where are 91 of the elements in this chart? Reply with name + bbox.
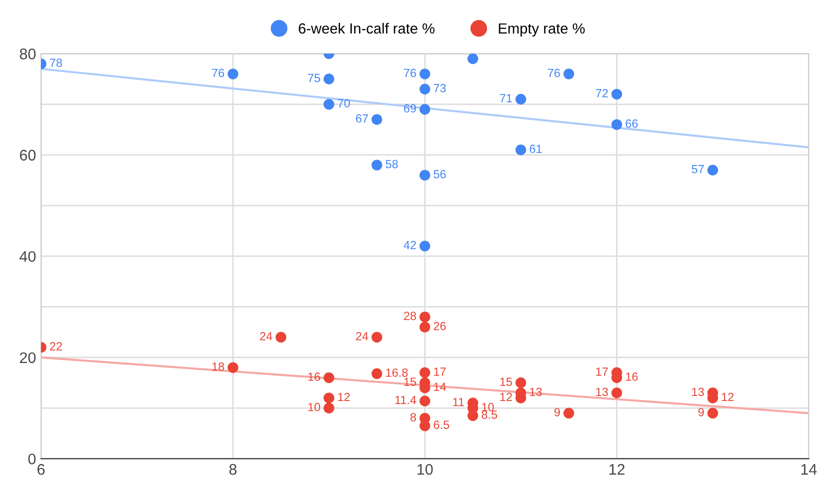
- point: [324, 392, 334, 404]
- y-tick-label: 80: [20, 48, 36, 60]
- point: [324, 372, 334, 384]
- x-tick-label: 12: [609, 464, 625, 475]
- data-label: 58: [386, 160, 398, 168]
- point: [611, 88, 622, 100]
- point: [420, 104, 430, 115]
- point: [515, 144, 526, 156]
- x-tick-label: 10: [418, 464, 433, 475]
- point: [324, 402, 334, 414]
- data-label: 12: [722, 392, 734, 402]
- point: [515, 94, 526, 105]
- point: [707, 408, 718, 419]
- data-label: 13: [596, 388, 608, 396]
- data-label: 16.8: [386, 368, 408, 377]
- point: [420, 312, 430, 322]
- data-label: 16: [626, 372, 638, 381]
- data-label: 61: [530, 144, 542, 154]
- data-label: 9: [554, 408, 560, 416]
- data-label: 15: [500, 378, 512, 386]
- point: [420, 240, 430, 252]
- data-label: 67: [356, 114, 368, 123]
- data-label: 42: [404, 240, 416, 250]
- data-label: 71: [500, 94, 512, 102]
- point: [228, 362, 238, 373]
- point: [420, 84, 430, 94]
- x-tick-label: 8: [229, 464, 237, 475]
- point: [611, 119, 622, 130]
- data-label: 22: [50, 342, 62, 350]
- data-label: 76: [404, 68, 416, 78]
- data-label: 24: [356, 332, 368, 340]
- data-label: 10: [482, 402, 494, 412]
- legend-label: 6-week In-calf rate %: [298, 22, 434, 34]
- point: [276, 332, 286, 343]
- data-label: 73: [434, 84, 446, 92]
- point: [611, 388, 622, 398]
- data-label: 8: [410, 413, 416, 422]
- data-label: 72: [596, 88, 608, 98]
- data-label: 78: [50, 58, 62, 67]
- y-tick-label: 40: [20, 251, 36, 262]
- data-label: 12: [338, 392, 350, 402]
- data-label: 12: [500, 392, 512, 402]
- data-label: 18: [212, 362, 224, 371]
- point: [372, 160, 382, 170]
- point: [324, 98, 334, 110]
- data-label: 75: [308, 74, 320, 82]
- data-label: 9: [698, 408, 704, 416]
- point: [420, 367, 430, 378]
- data-label: 56: [434, 170, 446, 178]
- data-label: 13: [692, 388, 704, 396]
- legend-label: Empty rate %: [498, 23, 585, 37]
- point: [324, 74, 334, 84]
- point: [563, 408, 574, 419]
- data-label: 26: [434, 322, 446, 330]
- x-tick-label: 6: [38, 464, 45, 475]
- data-label: 10: [308, 402, 320, 412]
- point: [515, 377, 526, 388]
- data-label: 11: [453, 398, 464, 406]
- point: [420, 170, 430, 181]
- data-label: 76: [212, 68, 224, 78]
- point: [372, 368, 382, 380]
- data-label: 70: [338, 99, 350, 108]
- data-label: 66: [626, 119, 638, 128]
- data-label: 11.4: [395, 396, 416, 404]
- point: [420, 322, 430, 332]
- data-label: 17: [434, 368, 446, 376]
- data-label: 16: [308, 372, 320, 381]
- point: [420, 396, 430, 406]
- data-label: 57: [692, 165, 704, 174]
- point: [563, 68, 574, 80]
- point: [372, 332, 382, 343]
- data-label: 69: [404, 104, 416, 113]
- data-label: 15: [404, 378, 416, 386]
- y-tick-label: 0: [28, 454, 36, 464]
- x-tick-label: 14: [801, 464, 817, 475]
- data-label: 17: [596, 368, 608, 376]
- data-label: 6.5: [434, 420, 450, 429]
- point: [228, 68, 238, 80]
- point: [467, 410, 478, 422]
- data-label: 8.5: [482, 410, 498, 419]
- point: [467, 54, 478, 64]
- data-label: 14: [434, 382, 446, 391]
- point: [707, 164, 718, 176]
- data-label: 24: [260, 332, 272, 340]
- point: [420, 68, 430, 80]
- data-label: 13: [530, 388, 542, 396]
- y-tick-label: 20: [20, 352, 36, 364]
- y-tick-label: 60: [20, 150, 36, 161]
- point: [372, 114, 382, 125]
- data-label: 76: [548, 68, 560, 78]
- data-label: 28: [404, 312, 416, 320]
